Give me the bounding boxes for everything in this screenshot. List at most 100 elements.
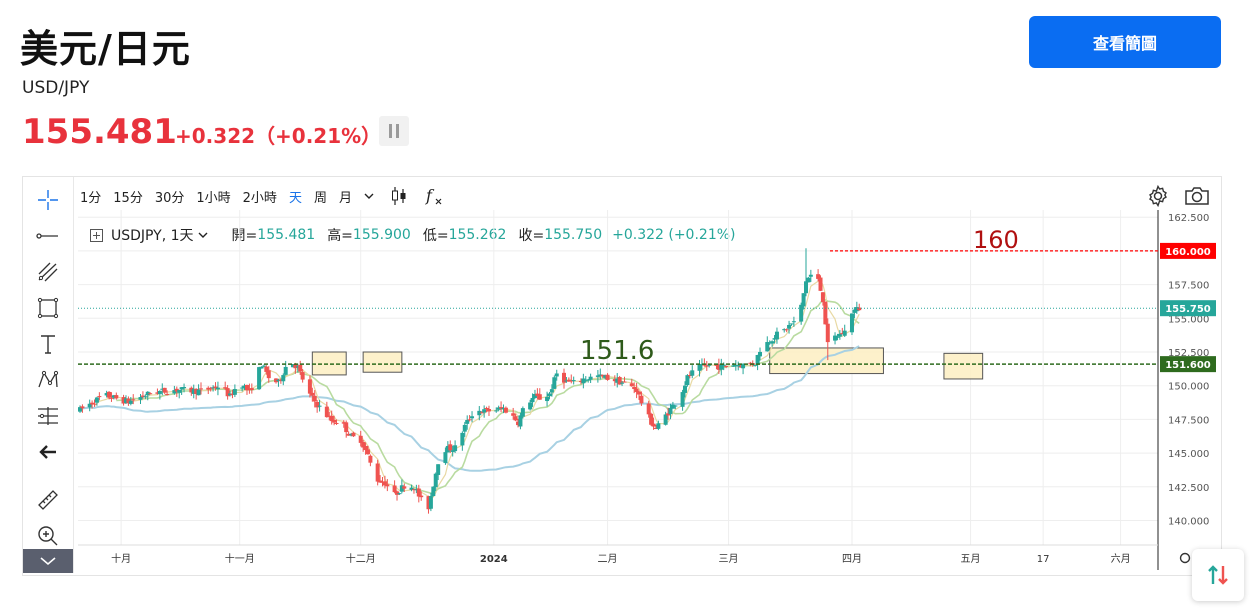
candle-body <box>90 402 95 405</box>
candle-body <box>467 419 472 421</box>
y-tick-label: 155.000 <box>1168 314 1209 325</box>
timeframe-15m[interactable]: 15分 <box>113 190 143 206</box>
candle-body <box>419 495 424 498</box>
y-tick-label: 150.000 <box>1168 382 1209 393</box>
candle-body <box>503 407 508 413</box>
camera-icon[interactable] <box>1184 184 1210 208</box>
price-tag-bg <box>1160 356 1216 373</box>
view-chart-button[interactable]: 查看簡圖 <box>1029 16 1221 68</box>
fib-icon[interactable] <box>35 259 61 285</box>
candle-body <box>109 397 114 399</box>
rectangle-icon[interactable] <box>35 295 61 321</box>
candle-body <box>416 488 421 497</box>
low-value: 155.262 <box>448 227 507 243</box>
timeframe-2h[interactable]: 2小時 <box>242 190 277 206</box>
candle-body <box>586 379 591 381</box>
candle-body <box>595 375 600 377</box>
candle-body <box>80 406 85 409</box>
candle-body <box>380 481 385 483</box>
candle-body <box>690 370 695 376</box>
candle-body <box>160 388 165 390</box>
candle-body <box>276 379 281 382</box>
price-tag-label: 160.000 <box>1165 247 1211 258</box>
candle-body <box>649 413 654 425</box>
candle-body <box>637 391 642 395</box>
ruler-icon[interactable] <box>35 487 61 513</box>
candle-body <box>453 445 458 452</box>
pattern-icon[interactable] <box>35 367 61 393</box>
candle-body <box>554 373 559 377</box>
candle-body <box>782 329 787 331</box>
timeframe-month[interactable]: 月 <box>338 190 352 206</box>
candle-body <box>111 395 116 398</box>
candle-body <box>666 413 671 416</box>
chevron-down-icon <box>40 557 56 566</box>
candle-body <box>445 445 450 453</box>
timeframe-toolbar: 1分 15分 30分 1小時 2小時 天 周 月 f <box>80 184 460 208</box>
candle-body <box>215 387 220 390</box>
timeframe-1m[interactable]: 1分 <box>80 190 102 206</box>
candle-body <box>324 406 329 418</box>
candle-body <box>344 422 349 433</box>
candle-body <box>293 364 298 369</box>
candle-body <box>547 393 552 397</box>
timeframe-1h[interactable]: 1小時 <box>196 190 231 206</box>
candle-body <box>402 486 407 489</box>
candle-body <box>281 375 286 382</box>
svg-text:f: f <box>425 186 435 205</box>
close-value: 155.750 <box>544 227 603 243</box>
timeframe-week[interactable]: 周 <box>313 190 327 206</box>
candle-body <box>816 274 821 279</box>
candle-body <box>223 387 228 389</box>
candle-body <box>358 435 363 443</box>
candle-body <box>516 421 521 426</box>
candle-body <box>738 366 743 368</box>
candle-body <box>298 364 303 372</box>
candle-body <box>143 396 148 398</box>
trade-toggle-button[interactable] <box>1192 549 1244 601</box>
candle-body <box>804 281 808 294</box>
candle-body <box>578 381 583 383</box>
candle-body <box>199 388 203 390</box>
x-tick-label: 二月 <box>598 553 618 565</box>
candle-body <box>668 407 673 415</box>
highlight-box <box>311 351 347 376</box>
candle-body <box>179 387 184 390</box>
crosshair-icon[interactable] <box>35 187 61 213</box>
candle-body <box>310 392 315 396</box>
back-arrow-icon[interactable] <box>35 439 61 465</box>
candle-body <box>346 433 351 436</box>
candle-body <box>600 374 605 377</box>
gear-icon[interactable] <box>1146 184 1170 208</box>
candle-icon[interactable] <box>390 186 408 206</box>
candle-body <box>656 423 661 429</box>
measure-icon[interactable] <box>35 403 61 429</box>
function-icon[interactable]: f <box>424 186 444 206</box>
collapse-toolbar-button[interactable] <box>23 549 73 573</box>
y-tick-label: 145.000 <box>1168 449 1209 460</box>
candle-body <box>605 374 610 380</box>
zoom-icon[interactable] <box>35 523 61 549</box>
text-icon[interactable] <box>35 331 61 357</box>
candle-body <box>257 367 262 390</box>
y-tick-label: 142.500 <box>1168 483 1209 494</box>
candle-body <box>833 335 838 341</box>
chevron-down-icon[interactable] <box>364 192 374 200</box>
chevron-down-icon[interactable] <box>198 227 208 243</box>
candle-body <box>274 378 279 383</box>
highlight-box <box>943 352 984 380</box>
plus-square-icon[interactable] <box>90 228 103 242</box>
candle-body <box>612 379 617 382</box>
candle-body <box>513 416 518 421</box>
candle-body <box>290 364 295 368</box>
candle-body <box>632 386 637 390</box>
candle-body <box>719 364 724 370</box>
candle-body <box>315 401 320 408</box>
y-tick-label: 162.500 <box>1168 213 1209 224</box>
pause-button[interactable] <box>379 116 409 146</box>
candle-body <box>327 415 332 417</box>
timeframe-30m[interactable]: 30分 <box>154 190 185 206</box>
line-icon[interactable] <box>35 223 61 249</box>
timeframe-day[interactable]: 天 <box>288 190 302 206</box>
